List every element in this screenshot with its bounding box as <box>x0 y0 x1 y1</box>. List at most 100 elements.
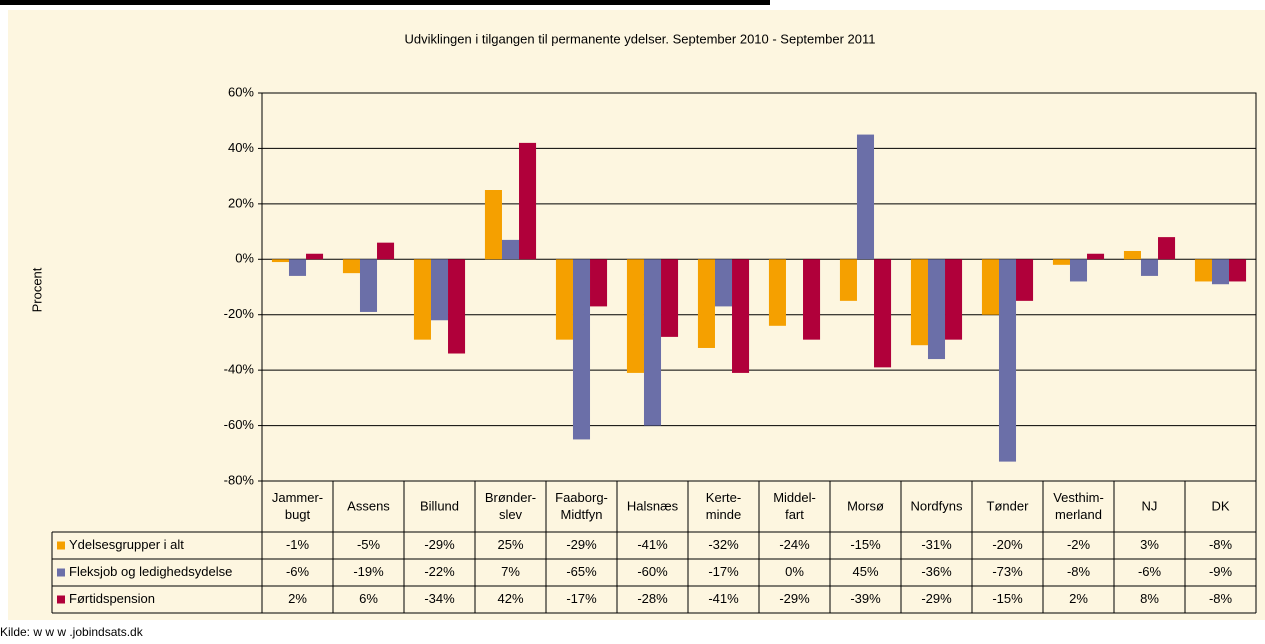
table-cell: -73% <box>992 564 1023 579</box>
source-note: Kilde: w w w .jobindsats.dk <box>0 625 144 639</box>
table-cell: -1% <box>286 537 310 552</box>
x-tick-label: Assens <box>347 498 390 513</box>
table-cell: -6% <box>1138 564 1162 579</box>
bar <box>306 253 324 260</box>
x-tick-label: fart <box>785 507 804 522</box>
x-tick-label: Brønder- <box>485 490 536 505</box>
table-cell: -32% <box>708 537 739 552</box>
bar <box>803 259 821 340</box>
table-cell: -15% <box>992 591 1023 606</box>
table-cell: -6% <box>286 564 310 579</box>
bar <box>430 259 449 321</box>
bar <box>501 239 520 260</box>
table-cell: -39% <box>850 591 881 606</box>
bar <box>448 259 466 354</box>
bar <box>288 259 307 276</box>
table-cell: 6% <box>359 591 378 606</box>
top-bar <box>0 0 770 5</box>
table-cell: -15% <box>850 537 881 552</box>
table-cell: 7% <box>501 564 520 579</box>
table-cell: -29% <box>566 537 597 552</box>
bar <box>945 259 963 340</box>
bar <box>981 259 999 315</box>
bar <box>856 134 875 260</box>
table-cell: -8% <box>1067 564 1091 579</box>
bar <box>697 259 715 348</box>
bar <box>555 259 573 340</box>
bar <box>910 259 928 346</box>
legend-label: Ydelsesgrupper i alt <box>69 537 184 552</box>
bar <box>768 259 786 326</box>
bar <box>1194 259 1212 282</box>
table-cell: 8% <box>1140 591 1159 606</box>
table-cell: -20% <box>992 537 1023 552</box>
bar <box>1016 259 1034 301</box>
bar <box>998 259 1017 462</box>
legend-label: Fleksjob og ledighedsydelse <box>69 564 232 579</box>
table-cell: -29% <box>424 537 455 552</box>
table-cell: -41% <box>637 537 668 552</box>
legend-swatch <box>57 568 65 577</box>
bar <box>377 242 395 260</box>
x-tick-label: NJ <box>1142 498 1158 513</box>
x-tick-label: Faaborg- <box>555 490 608 505</box>
y-tick-label: -20% <box>224 306 255 321</box>
bar <box>874 259 892 368</box>
table-cell: -34% <box>424 591 455 606</box>
table-cell: -65% <box>566 564 597 579</box>
table-cell: 2% <box>1069 591 1088 606</box>
table-cell: -28% <box>637 591 668 606</box>
table-cell: -29% <box>921 591 952 606</box>
x-tick-label: minde <box>706 507 741 522</box>
y-tick-label: -40% <box>224 362 255 377</box>
table-cell: -17% <box>566 591 597 606</box>
table-cell: -8% <box>1209 591 1233 606</box>
table-cell: -5% <box>357 537 381 552</box>
table-cell: 42% <box>497 591 523 606</box>
y-tick-label: 20% <box>228 195 254 210</box>
bar <box>342 259 360 274</box>
table-cell: -22% <box>424 564 455 579</box>
bar <box>927 259 946 360</box>
x-tick-label: Midtfyn <box>561 507 603 522</box>
table-cell: -29% <box>779 591 810 606</box>
y-tick-label: 40% <box>228 140 254 155</box>
bar <box>359 259 378 312</box>
x-tick-label: Halsnæs <box>627 498 679 513</box>
bar <box>572 259 591 440</box>
bar <box>1069 259 1088 282</box>
y-axis-label: Procent <box>29 267 44 312</box>
table-cell: -24% <box>779 537 810 552</box>
y-tick-label: -60% <box>224 417 255 432</box>
legend-swatch <box>57 541 65 550</box>
bar <box>1087 253 1105 260</box>
bar <box>519 142 537 260</box>
table-cell: 25% <box>497 537 523 552</box>
table-cell: -60% <box>637 564 668 579</box>
bar <box>643 259 662 426</box>
y-tick-label: 0% <box>235 251 254 266</box>
x-tick-label: Billund <box>420 498 459 513</box>
bar <box>590 259 608 307</box>
bar <box>714 259 733 307</box>
table-cell: -36% <box>921 564 952 579</box>
bar <box>1158 237 1176 260</box>
x-tick-label: merland <box>1055 507 1102 522</box>
x-tick-label: Morsø <box>847 498 884 513</box>
table-cell: 2% <box>288 591 307 606</box>
bar <box>1140 259 1159 276</box>
table-cell: 0% <box>785 564 804 579</box>
x-tick-label: DK <box>1211 498 1229 513</box>
x-tick-label: Jammer- <box>272 490 323 505</box>
bar <box>626 259 644 373</box>
bar <box>271 259 289 263</box>
table-cell: -2% <box>1067 537 1091 552</box>
bar <box>732 259 750 373</box>
table-cell: 45% <box>852 564 878 579</box>
bar <box>1052 259 1070 265</box>
y-tick-label: 60% <box>228 84 254 99</box>
bar <box>413 259 431 340</box>
bar <box>839 259 857 301</box>
bar <box>1229 259 1247 282</box>
